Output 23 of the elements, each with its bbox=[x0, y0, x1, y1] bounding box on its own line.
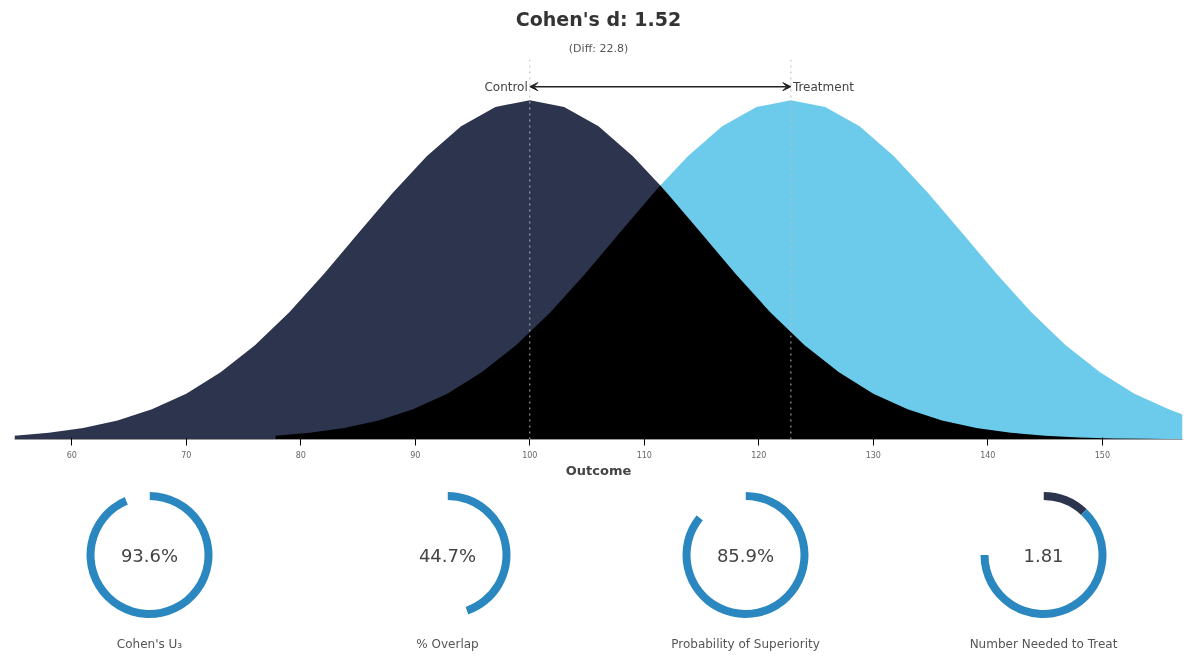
text: 85.9% bbox=[716, 544, 775, 566]
text: Number Needed to Treat bbox=[969, 636, 1118, 651]
x-tick-label: 70 bbox=[181, 450, 192, 460]
chart-subtitle: (Diff: 22.8) bbox=[568, 41, 629, 55]
text: % Overlap bbox=[416, 636, 479, 651]
series-label: Treatment bbox=[791, 79, 855, 94]
x-axis-title: Outcome bbox=[565, 462, 632, 478]
text: Cohen's U₃ bbox=[116, 636, 183, 651]
x-tick-label: 90 bbox=[410, 450, 421, 460]
x-tick-label: 100 bbox=[522, 450, 538, 460]
x-tick-label: 140 bbox=[980, 450, 996, 460]
x-tick-label: 60 bbox=[66, 450, 77, 460]
x-tick-label: 110 bbox=[636, 450, 652, 460]
text: 93.6% bbox=[120, 544, 179, 566]
x-tick-label: 150 bbox=[1094, 450, 1110, 460]
text: Probability of Superiority bbox=[671, 636, 820, 651]
x-tick-label: 120 bbox=[751, 450, 767, 460]
series-label: Control bbox=[484, 79, 528, 94]
x-tick-label: 130 bbox=[865, 450, 881, 460]
x-tick-label: 80 bbox=[295, 450, 306, 460]
text: 1.81 bbox=[1023, 544, 1064, 566]
text: 44.7% bbox=[418, 544, 477, 566]
chart-title: Cohen's d: 1.52 bbox=[515, 7, 682, 30]
